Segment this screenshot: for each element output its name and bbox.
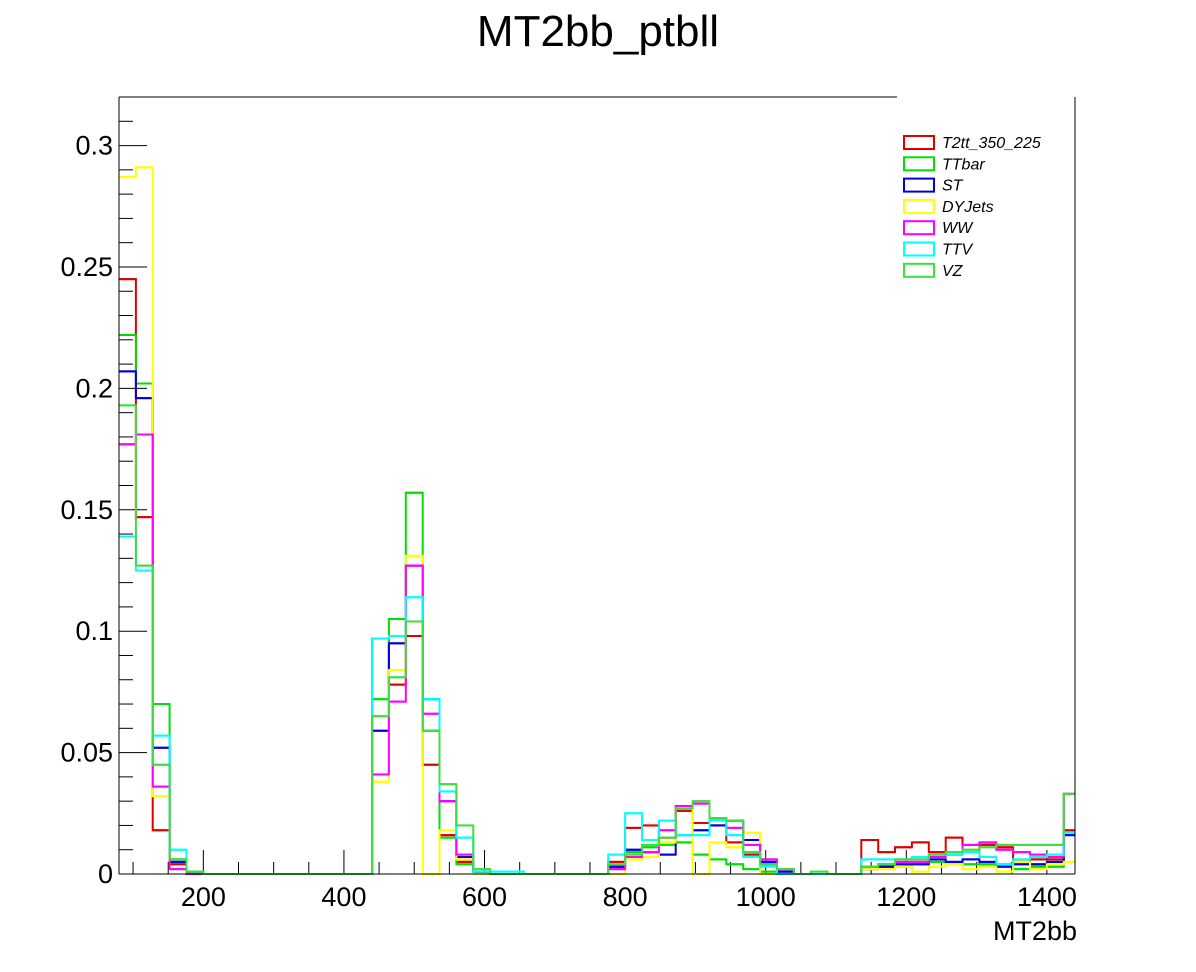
x-tick-label: 1200: [876, 882, 936, 912]
legend-label: TTV: [942, 242, 974, 259]
legend-label: DYJets: [942, 199, 994, 216]
x-tick-label: 200: [181, 882, 226, 912]
x-tick-label: 600: [462, 882, 507, 912]
legend-swatch: [903, 241, 935, 257]
legend-swatch: [903, 262, 935, 278]
x-axis-title: MT2bb: [993, 916, 1077, 946]
plot-frame: [118, 96, 1076, 875]
legend-label: WW: [942, 220, 974, 237]
legend-swatch: [903, 177, 935, 193]
y-tick-label: 0.15: [60, 495, 113, 525]
x-tick-label: 400: [321, 882, 366, 912]
legend-label: ST: [942, 178, 964, 195]
x-tick-label: 1000: [736, 882, 796, 912]
y-tick-label: 0.05: [60, 738, 113, 768]
axes: 0 0.05 0.1 0.15 0.2 0.25 0.3 200 400 600 800 1000 12…: [60, 96, 1077, 912]
y-tick-label: 0.1: [75, 616, 113, 646]
y-tick-label: 0.3: [75, 131, 113, 161]
series-layer: [119, 166, 1075, 875]
legend-label: TTbar: [942, 156, 985, 173]
legend-swatch: [903, 198, 935, 214]
x-tick-label: 800: [603, 882, 648, 912]
y-tick-label: 0.25: [60, 252, 113, 282]
x-tick-label: 1400: [1017, 882, 1077, 912]
y-tick-label: 0.2: [75, 373, 113, 403]
legend-swatch: [903, 156, 935, 172]
y-tick-label: 0: [98, 859, 113, 889]
chart-title: MT2bb_ptbll: [477, 7, 719, 56]
legend-label: T2tt_350_225: [942, 135, 1041, 152]
legend-swatch: [903, 135, 935, 150]
legend-label: VZ: [942, 263, 964, 280]
legend-swatch: [903, 220, 935, 236]
legend: T2tt_350_225 TTbar ST DYJets WW TTV VZ: [903, 135, 1041, 280]
